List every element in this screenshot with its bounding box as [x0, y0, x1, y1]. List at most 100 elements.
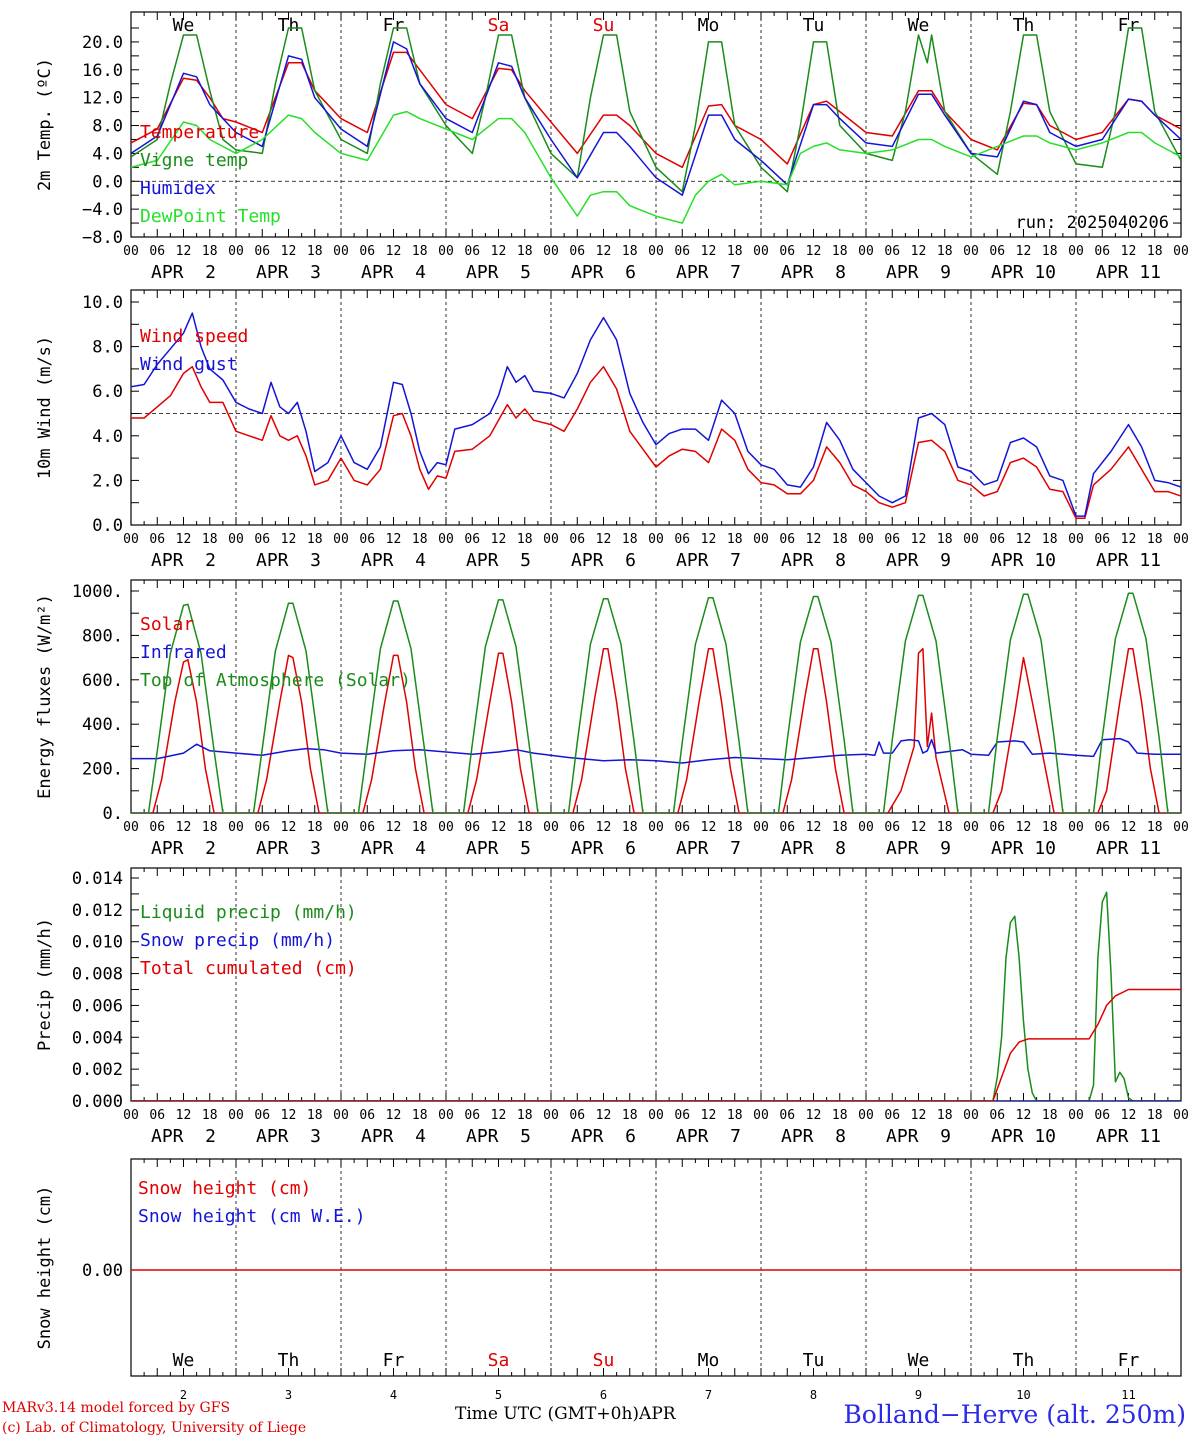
hour-label: 18 — [307, 532, 323, 547]
hour-label: 18 — [517, 244, 533, 259]
date-label: APR 2 — [151, 838, 216, 859]
hour-label: 06 — [359, 1108, 375, 1123]
hour-label: 12 — [1121, 244, 1137, 259]
hour-label: 12 — [911, 244, 927, 259]
y-tick-label: 6.0 — [92, 382, 123, 402]
hour-label: 00 — [333, 244, 349, 259]
panel-3: 1000. 800. 600. 400. 200. 0. Energy fluxes (W/… — [35, 579, 1189, 859]
hour-label: 06 — [464, 244, 480, 259]
hour-label: 18 — [832, 820, 848, 835]
legend-entry: Solar — [140, 614, 194, 635]
hour-label: 06 — [884, 244, 900, 259]
hour-label: 12 — [281, 820, 297, 835]
y-axis-label: 2m Temp. (ºC) — [35, 58, 55, 191]
hour-label: 00 — [1068, 1108, 1084, 1123]
day-name: Fr — [1118, 1350, 1140, 1371]
hour-label: 18 — [832, 1108, 848, 1123]
lab-credit: (c) Lab. of Climatology, University of L… — [2, 1420, 307, 1436]
y-tick-label: 0.000 — [72, 1092, 123, 1112]
hour-label: 18 — [937, 244, 953, 259]
y-axis-label: Precip (mm/h) — [35, 918, 55, 1051]
panel-2: 10.0 8.0 6.0 4.0 2.0 0.0 10m Wind (m/s) Wind sp… — [35, 289, 1189, 571]
hour-label: 00 — [753, 532, 769, 547]
hour-label: 06 — [989, 1108, 1005, 1123]
y-tick-label: 0.012 — [72, 901, 123, 921]
day-name: We — [173, 1350, 195, 1371]
date-label: APR 7 — [676, 550, 741, 571]
date-label: APR 2 — [151, 1126, 216, 1147]
y-tick-label: 0.014 — [72, 869, 123, 889]
hour-label: 06 — [149, 820, 165, 835]
date-label: APR 6 — [571, 550, 636, 571]
panel-1: 20.0 16.0 12.0 8.0 4.0 0.0 −4.0 −8.0 2m Temp. (º… — [35, 11, 1189, 283]
legend-entry: Wind gust — [140, 354, 238, 375]
hour-label: 12 — [806, 820, 822, 835]
hour-label: 18 — [622, 244, 638, 259]
date-label: APR 7 — [676, 838, 741, 859]
day-number: 2 — [180, 1388, 187, 1402]
day-name: Fr — [383, 1350, 405, 1371]
legend-entry: Snow height (cm) — [138, 1178, 311, 1199]
hour-label: 06 — [149, 244, 165, 259]
date-label: APR 10 — [991, 262, 1056, 283]
series-line — [131, 592, 1181, 813]
hour-label: 06 — [359, 244, 375, 259]
y-tick-label: 0.010 — [72, 933, 123, 953]
hour-label: 00 — [858, 244, 874, 259]
hour-label: 00 — [123, 532, 139, 547]
hour-label: 00 — [858, 1108, 874, 1123]
day-name: Sa — [488, 1350, 510, 1371]
series-line — [131, 647, 1181, 813]
hour-label: 12 — [491, 244, 507, 259]
hour-label: 06 — [569, 1108, 585, 1123]
y-tick-label: 2.0 — [92, 471, 123, 491]
hour-label: 06 — [884, 1108, 900, 1123]
hour-label: 00 — [1173, 1108, 1189, 1123]
y-tick-label: 1000. — [72, 582, 123, 602]
date-label: APR 9 — [886, 838, 951, 859]
hour-label: 00 — [858, 532, 874, 547]
hour-label: 18 — [832, 244, 848, 259]
date-label: APR 2 — [151, 262, 216, 283]
hour-label: 00 — [438, 244, 454, 259]
date-label: APR 5 — [466, 1126, 531, 1147]
legend-entry: Snow precip (mm/h) — [140, 930, 335, 951]
hour-label: 00 — [963, 1108, 979, 1123]
y-tick-label: −4.0 — [82, 200, 123, 220]
hour-label: 06 — [989, 532, 1005, 547]
y-tick-label: 20.0 — [82, 33, 123, 53]
hour-label: 06 — [359, 820, 375, 835]
hour-label: 12 — [386, 820, 402, 835]
hour-label: 18 — [1042, 244, 1058, 259]
date-label: APR 11 — [1096, 838, 1161, 859]
hour-label: 00 — [228, 1108, 244, 1123]
hour-label: 18 — [1147, 820, 1163, 835]
hour-label: 06 — [779, 820, 795, 835]
date-label: APR 6 — [571, 262, 636, 283]
hour-label: 12 — [596, 532, 612, 547]
panel-4: 0.014 0.012 0.010 0.008 0.006 0.004 0.002 0.000… — [35, 867, 1189, 1147]
y-tick-label: 12.0 — [82, 89, 123, 109]
hour-label: 12 — [596, 244, 612, 259]
hour-label: 12 — [491, 1108, 507, 1123]
hour-label: 00 — [648, 1108, 664, 1123]
hour-label: 00 — [333, 1108, 349, 1123]
hour-label: 18 — [1147, 1108, 1163, 1123]
hour-label: 00 — [753, 820, 769, 835]
hour-label: 18 — [832, 532, 848, 547]
day-name: Th — [278, 15, 300, 36]
hour-label: 06 — [254, 532, 270, 547]
hour-label: 00 — [333, 532, 349, 547]
day-name: Mo — [698, 15, 720, 36]
hour-label: 06 — [674, 244, 690, 259]
hour-label: 18 — [622, 532, 638, 547]
hour-label: 12 — [386, 1108, 402, 1123]
hour-label: 06 — [464, 820, 480, 835]
date-label: APR 4 — [361, 838, 426, 859]
hour-label: 12 — [176, 244, 192, 259]
hour-label: 00 — [333, 820, 349, 835]
hour-label: 12 — [701, 532, 717, 547]
time-label: Time UTC (GMT+0h) — [455, 1404, 640, 1424]
day-number: 4 — [390, 1388, 397, 1402]
date-label: APR 3 — [256, 838, 321, 859]
